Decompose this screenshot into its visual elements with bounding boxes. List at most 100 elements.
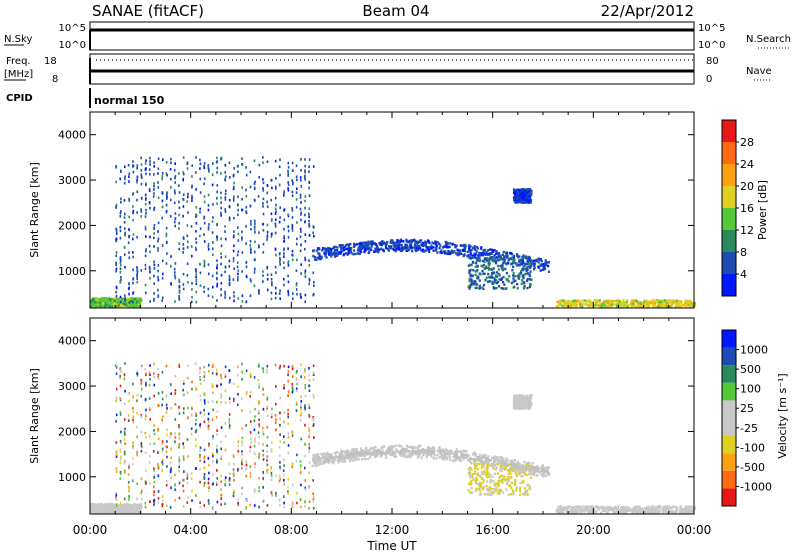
echo-cell xyxy=(262,430,264,434)
echo-cell xyxy=(291,365,294,368)
echo-cell xyxy=(519,188,522,192)
echo-cell xyxy=(420,242,423,246)
echo-cell xyxy=(296,292,298,296)
echo-cell xyxy=(266,471,269,475)
echo-cell xyxy=(112,300,115,303)
echo-cell xyxy=(216,460,218,464)
echo-cell xyxy=(615,509,618,512)
echo-cell xyxy=(258,410,260,413)
echo-cell xyxy=(208,489,210,492)
echo-cell xyxy=(271,281,273,284)
echo-cell xyxy=(518,255,521,258)
echo-cell xyxy=(228,479,231,482)
echo-cell xyxy=(517,192,520,195)
echo-cell xyxy=(123,511,126,514)
echo-cell xyxy=(479,254,482,257)
echo-cell xyxy=(312,393,315,397)
echo-cell xyxy=(646,507,649,510)
echo-cell xyxy=(287,370,290,373)
echo-cell xyxy=(241,157,243,160)
echo-cell xyxy=(308,223,310,226)
echo-cell xyxy=(220,493,222,497)
echo-cell xyxy=(287,422,289,426)
echo-cell xyxy=(166,440,168,443)
echo-cell xyxy=(513,196,516,200)
echo-cell xyxy=(362,244,365,247)
echo-cell xyxy=(229,296,231,300)
echo-cell xyxy=(216,223,218,226)
echo-cell xyxy=(511,269,514,272)
echo-cell xyxy=(115,450,118,454)
echo-cell xyxy=(631,299,634,302)
echo-cell xyxy=(127,414,130,417)
echo-cell xyxy=(404,243,407,246)
echo-cell xyxy=(430,246,433,250)
echo-cell xyxy=(258,245,260,249)
echo-cell xyxy=(237,226,239,229)
echo-cell xyxy=(576,300,579,303)
echo-cell xyxy=(208,502,210,505)
echo-cell xyxy=(670,510,673,513)
echo-cell xyxy=(253,187,256,191)
echo-cell xyxy=(106,511,109,514)
echo-cell xyxy=(274,414,277,417)
echo-cell xyxy=(195,237,197,241)
echo-cell xyxy=(127,304,130,307)
echo-cell xyxy=(598,299,601,302)
echo-cell xyxy=(680,300,683,303)
echo-cell xyxy=(640,301,643,304)
echo-cell xyxy=(684,509,687,512)
echo-cell xyxy=(174,276,177,280)
echo-cell xyxy=(199,505,202,509)
echo-cell xyxy=(153,394,155,398)
echo-cell xyxy=(195,268,197,271)
echo-cell xyxy=(678,300,681,303)
echo-cell xyxy=(233,399,235,403)
echo-cell xyxy=(473,247,476,250)
echo-cell xyxy=(132,192,135,195)
echo-cell xyxy=(667,509,671,512)
echo-cell xyxy=(344,252,348,255)
echo-cell xyxy=(641,305,644,308)
echo-cell xyxy=(153,245,155,248)
echo-cell xyxy=(547,270,551,273)
echo-cell xyxy=(258,364,260,368)
echo-cell xyxy=(359,249,362,252)
echo-cell xyxy=(308,277,311,281)
echo-cell xyxy=(526,259,529,262)
echo-cell xyxy=(203,484,205,487)
echo-cell xyxy=(237,385,239,388)
echo-cell xyxy=(308,432,311,436)
echo-cell xyxy=(178,481,181,485)
echo-cell xyxy=(220,214,222,217)
echo-cell xyxy=(586,301,589,304)
echo-cell xyxy=(115,294,118,298)
echo-cell xyxy=(228,397,231,400)
echo-cell xyxy=(128,197,130,201)
echo-cell xyxy=(321,249,324,252)
echo-cell xyxy=(266,396,269,399)
echo-cell xyxy=(157,278,160,282)
echo-cell xyxy=(483,260,486,263)
echo-cell xyxy=(126,504,129,507)
echo-cell xyxy=(123,301,126,304)
echo-cell xyxy=(279,258,281,262)
echo-cell xyxy=(118,299,121,302)
echo-cell xyxy=(291,179,293,182)
echo-cell xyxy=(116,506,119,509)
echo-cell xyxy=(495,466,499,469)
echo-cell xyxy=(174,181,176,184)
echo-cell xyxy=(354,252,357,256)
echo-cell xyxy=(136,298,139,301)
echo-cell xyxy=(148,244,151,248)
echo-cell xyxy=(140,415,143,419)
echo-cell xyxy=(473,245,476,248)
echo-cell xyxy=(296,221,298,224)
echo-cell xyxy=(300,400,303,403)
echo-cell xyxy=(191,295,193,299)
echo-cell xyxy=(173,168,176,172)
echo-cell xyxy=(253,198,256,202)
echo-cell xyxy=(564,506,567,509)
echo-cell xyxy=(228,259,231,263)
echo-cell xyxy=(299,207,302,211)
